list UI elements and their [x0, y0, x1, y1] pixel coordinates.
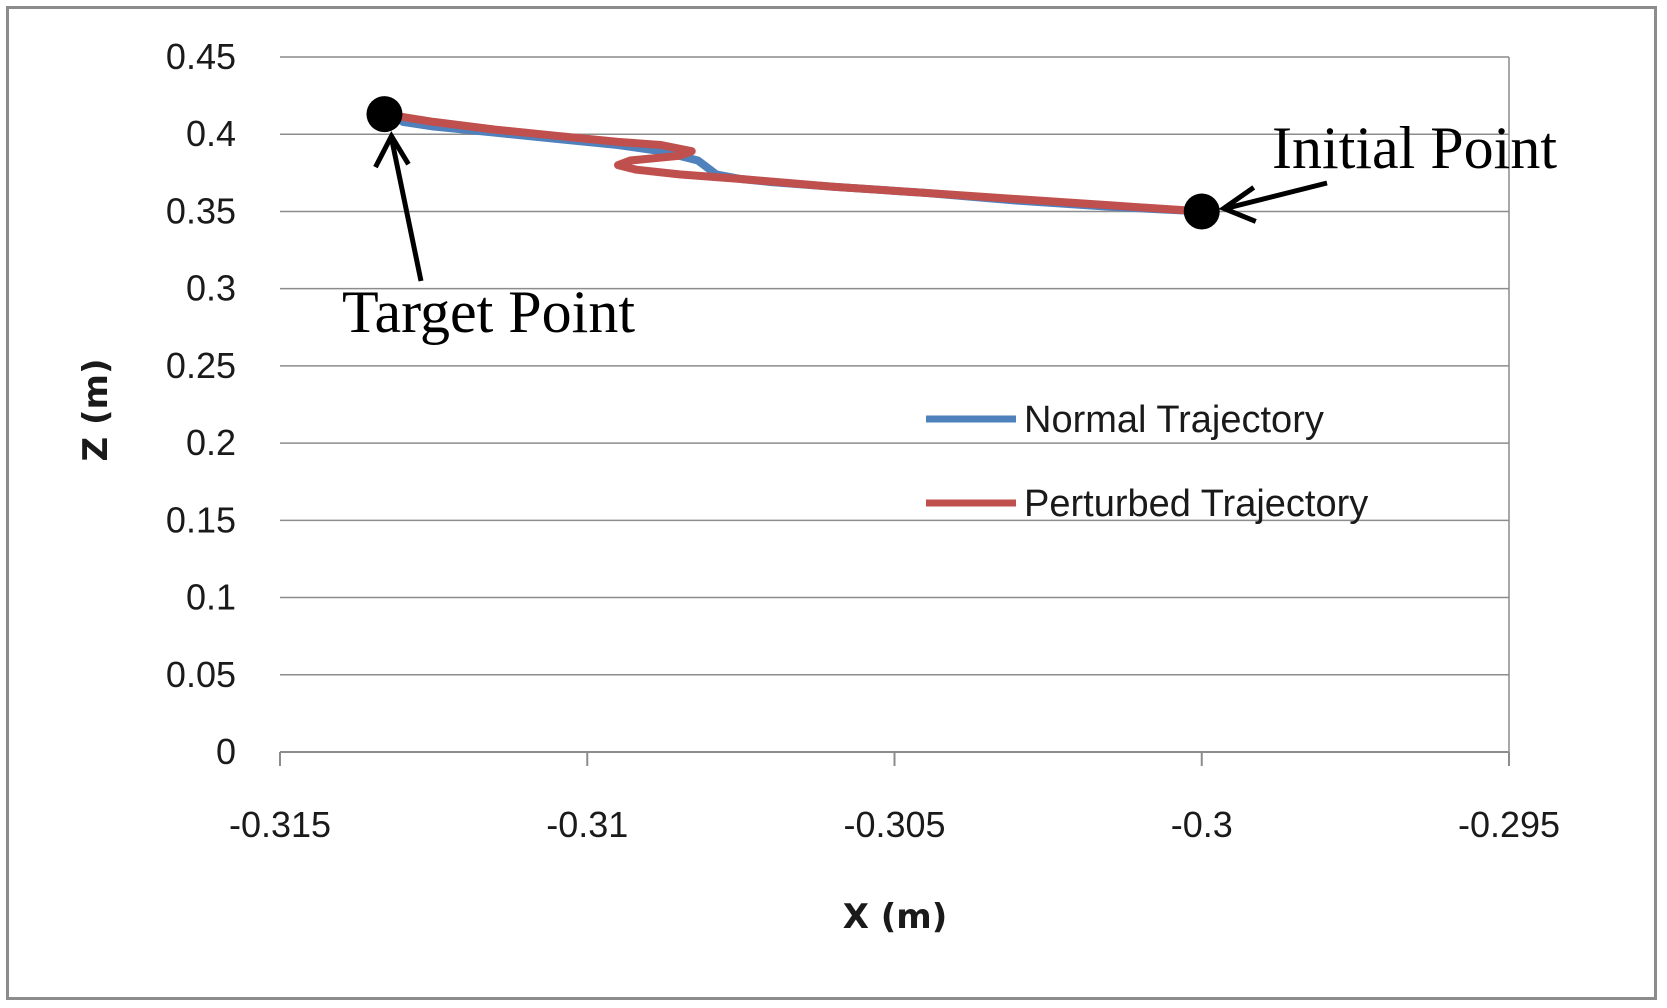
y-axis-title: Z (m): [76, 359, 116, 462]
x-tick-label-2: -0.305: [843, 804, 945, 845]
initial-point-marker: [1183, 193, 1220, 230]
series-line-perturbed: [380, 110, 1206, 216]
x-axis-title: X (m): [843, 897, 948, 937]
x-axis-tick-labels: -0.315 -0.31 -0.305 -0.3 -0.295: [229, 804, 1560, 845]
x-tick-label-0: -0.315: [229, 804, 331, 845]
gridlines: [280, 56, 1510, 752]
x-tick-label-4: -0.295: [1458, 804, 1560, 845]
y-axis-tick-labels: 0 0.05 0.1 0.15 0.2 0.25 0.3 0.35 0.4 0.45: [166, 36, 236, 772]
y-tick-label-1: 0.05: [166, 654, 236, 695]
y-tick-label-3: 0.15: [166, 499, 236, 540]
annotation-target-point: Target Point: [342, 279, 635, 345]
x-axis: [279, 751, 1510, 766]
chart-frame: [6, 6, 1657, 1000]
y-tick-label-2: 0.1: [186, 577, 236, 618]
series-lines: [380, 110, 1206, 216]
annotation-arrows: [373, 131, 1328, 282]
x-tick-label-3: -0.3: [1171, 804, 1233, 845]
legend: Normal Trajectory Perturbed Trajectory: [926, 399, 1368, 525]
y-tick-label-7: 0.35: [166, 190, 236, 231]
legend-label-perturbed: Perturbed Trajectory: [1024, 483, 1368, 525]
y-tick-label-6: 0.3: [186, 268, 236, 309]
annotation-initial-point: Initial Point: [1272, 115, 1557, 181]
target-point-arrowhead: [373, 131, 411, 169]
initial-point-arrowhead: [1218, 185, 1257, 224]
point-markers: [366, 96, 1220, 230]
x-tick-label-1: -0.31: [546, 804, 628, 845]
y-tick-label-8: 0.4: [186, 113, 236, 154]
y-tick-label-4: 0.2: [186, 422, 236, 463]
target-point-marker: [366, 96, 403, 133]
initial-point-arrow-shaft: [1225, 180, 1328, 211]
legend-label-normal: Normal Trajectory: [1024, 399, 1324, 441]
y-tick-label-5: 0.25: [166, 345, 236, 386]
y-tick-label-9: 0.45: [166, 36, 236, 77]
y-tick-label-0: 0: [216, 731, 236, 772]
target-point-arrow-shaft: [389, 137, 424, 282]
